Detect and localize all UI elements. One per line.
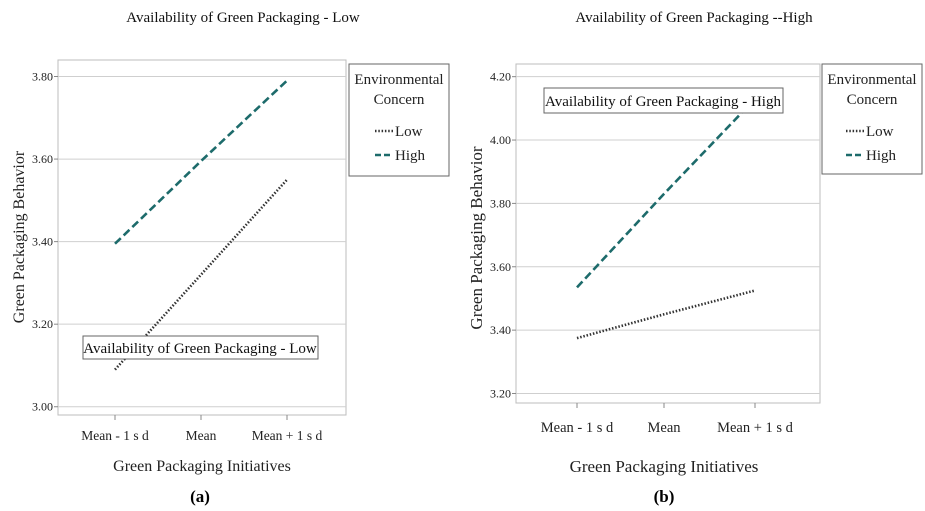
panel-a-x-axis-label: Green Packaging Initiatives: [113, 458, 291, 475]
panel-a-series-high-line: [114, 79, 288, 245]
panel-a-title: Availability of Green Packaging - Low: [126, 10, 360, 26]
panel-a-legend-title-line2: Concern: [374, 92, 425, 108]
panel-b-y-tick-label: 3.60: [490, 260, 511, 274]
panel-a-plot-frame: [57, 59, 347, 416]
panel-a-y-tick-label: 3.40: [32, 235, 53, 249]
panel-b-y-tick-label: 4.20: [490, 70, 511, 84]
panel-a-x-tick-label: Mean - 1 s d: [81, 428, 149, 443]
panel-b-title: Availability of Green Packaging --High: [575, 10, 813, 26]
panel-a-annotation-text: Availability of Green Packaging - Low: [83, 341, 317, 357]
panel-a-x-tick-label: Mean + 1 s d: [252, 428, 323, 443]
panel-a-legend-label-high: High: [395, 148, 426, 164]
panel-b-legend-label-low: Low: [866, 124, 894, 140]
panel-b-y-tick-label: 3.80: [490, 196, 511, 210]
panel-a-y-tick-label: 3.80: [32, 70, 53, 84]
panel-a-x-tick-label: Mean: [186, 428, 217, 443]
panel-a-annotation-box: [82, 335, 319, 360]
panel-b-x-axis-label: Green Packaging Initiatives: [570, 457, 759, 476]
panel-b-annotation-box: [543, 87, 784, 114]
panel-b-legend: Environmental Concern Low High: [821, 63, 923, 175]
panel-b-legend-box: [821, 63, 923, 175]
panel-b-label: (b): [654, 487, 675, 506]
panel-b-x-tick-label: Mean: [647, 420, 681, 436]
panel-a-y-axis-label: Green Packaging Behavior: [11, 150, 28, 323]
panel-a-legend-box: [348, 63, 450, 177]
panel-b-x-tick-label: Mean + 1 s d: [717, 420, 794, 436]
panel-a-legend-title-line1: Environmental: [354, 72, 443, 88]
panel-b-legend-label-high: High: [866, 148, 897, 164]
panel-a-y-tick-label: 3.20: [32, 317, 53, 331]
panel-a-legend-label-low: Low: [395, 124, 423, 140]
panel-b-y-tick-label: 3.20: [490, 386, 511, 400]
panel-b-series-low-line: [576, 289, 756, 340]
panel-a-y-tick-label: 3.00: [32, 400, 53, 414]
panel-b-annotation-text: Availability of Green Packaging - High: [545, 94, 781, 110]
panel-b-y-tick-label: 4.00: [490, 133, 511, 147]
panel-a-chart: Availability of Green Packaging - Low 3.…: [11, 10, 450, 506]
panel-b-plot-frame: [515, 63, 821, 404]
panel-b-x-tick-label: Mean - 1 s d: [541, 420, 614, 436]
panel-a-label: (a): [190, 487, 210, 506]
panel-b-y-axis-label: Green Packaging Behavior: [467, 146, 486, 329]
panel-a-y-tick-label: 3.60: [32, 152, 53, 166]
panel-b-annotation: Availability of Green Packaging - High: [543, 87, 784, 114]
panel-b-legend-title-line1: Environmental: [827, 72, 916, 88]
panel-b-series-high-line: [576, 98, 756, 289]
panel-a-legend: Environmental Concern Low High: [348, 63, 450, 177]
panel-a-annotation: Availability of Green Packaging - Low: [82, 335, 319, 360]
panel-b-y-tick-label: 3.40: [490, 323, 511, 337]
panel-b-chart: Availability of Green Packaging --High 3…: [467, 10, 923, 506]
panel-b-legend-title-line2: Concern: [847, 92, 898, 108]
